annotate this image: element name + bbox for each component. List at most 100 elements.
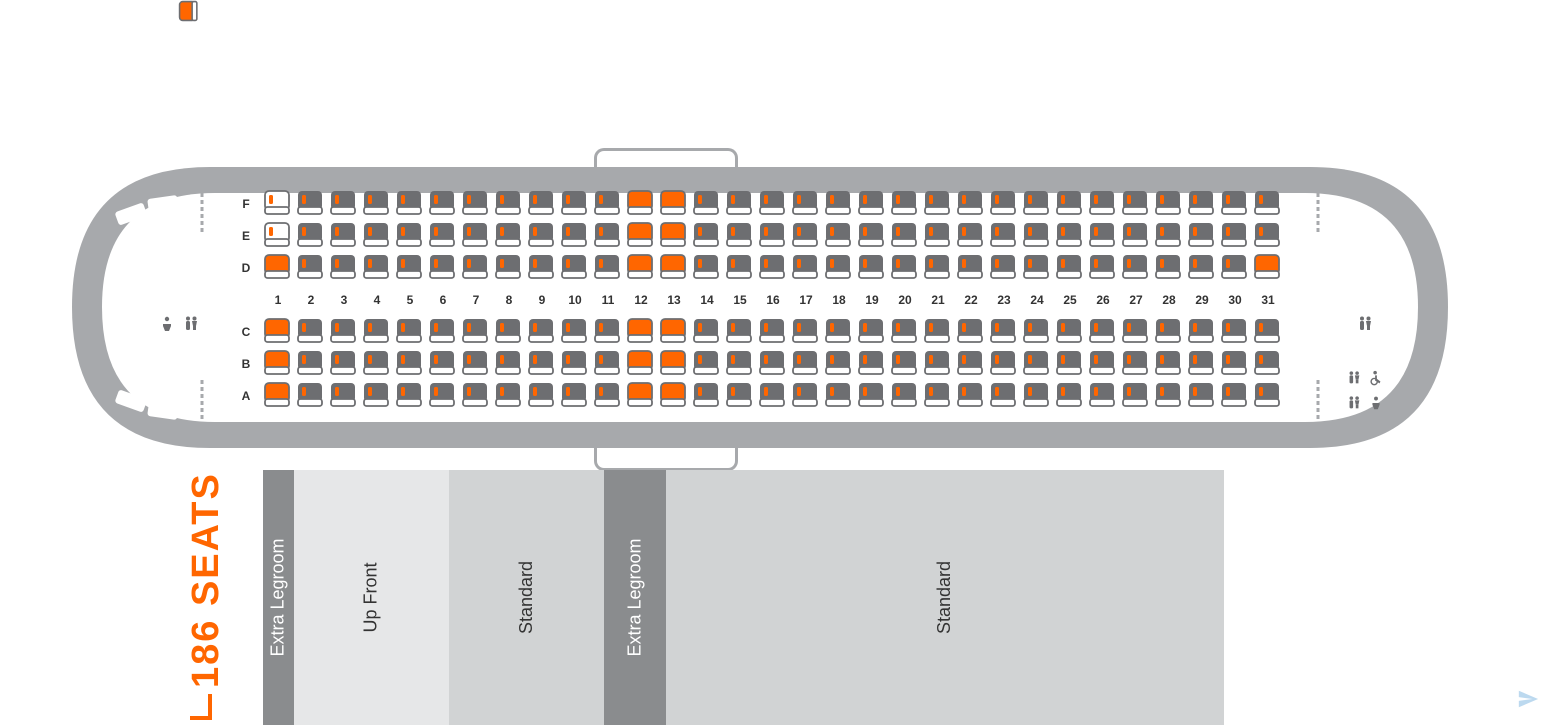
seat-2A[interactable] [296, 382, 324, 408]
seat-3F[interactable] [329, 190, 357, 216]
seat-1F[interactable] [263, 190, 291, 216]
seat-18C[interactable] [824, 318, 852, 344]
seat-5C[interactable] [395, 318, 423, 344]
seat-14E[interactable] [692, 222, 720, 248]
seat-3E[interactable] [329, 222, 357, 248]
seat-18D[interactable] [824, 254, 852, 280]
seat-14B[interactable] [692, 350, 720, 376]
seat-19F[interactable] [857, 190, 885, 216]
seat-30F[interactable] [1220, 190, 1248, 216]
seat-19A[interactable] [857, 382, 885, 408]
seat-28A[interactable] [1154, 382, 1182, 408]
seat-3C[interactable] [329, 318, 357, 344]
seat-2B[interactable] [296, 350, 324, 376]
seat-29C[interactable] [1187, 318, 1215, 344]
seat-22E[interactable] [956, 222, 984, 248]
seat-26E[interactable] [1088, 222, 1116, 248]
seat-2E[interactable] [296, 222, 324, 248]
seat-22B[interactable] [956, 350, 984, 376]
seat-10D[interactable] [560, 254, 588, 280]
seat-21F[interactable] [923, 190, 951, 216]
seat-30B[interactable] [1220, 350, 1248, 376]
seat-23D[interactable] [989, 254, 1017, 280]
seat-4A[interactable] [362, 382, 390, 408]
seat-18E[interactable] [824, 222, 852, 248]
seat-17A[interactable] [791, 382, 819, 408]
seat-29F[interactable] [1187, 190, 1215, 216]
seat-21C[interactable] [923, 318, 951, 344]
seat-26F[interactable] [1088, 190, 1116, 216]
seat-1A[interactable] [263, 382, 291, 408]
seat-31F[interactable] [1253, 190, 1281, 216]
seat-14A[interactable] [692, 382, 720, 408]
seat-6C[interactable] [428, 318, 456, 344]
seat-8A[interactable] [494, 382, 522, 408]
seat-20C[interactable] [890, 318, 918, 344]
seat-27C[interactable] [1121, 318, 1149, 344]
seat-25B[interactable] [1055, 350, 1083, 376]
seat-23E[interactable] [989, 222, 1017, 248]
seat-4D[interactable] [362, 254, 390, 280]
seat-30E[interactable] [1220, 222, 1248, 248]
seat-15F[interactable] [725, 190, 753, 216]
seat-26B[interactable] [1088, 350, 1116, 376]
seat-6E[interactable] [428, 222, 456, 248]
seat-23B[interactable] [989, 350, 1017, 376]
seat-6F[interactable] [428, 190, 456, 216]
seat-20D[interactable] [890, 254, 918, 280]
seat-27B[interactable] [1121, 350, 1149, 376]
seat-19D[interactable] [857, 254, 885, 280]
seat-23A[interactable] [989, 382, 1017, 408]
seat-15B[interactable] [725, 350, 753, 376]
seat-16B[interactable] [758, 350, 786, 376]
seat-25D[interactable] [1055, 254, 1083, 280]
seat-1D[interactable] [263, 254, 291, 280]
seat-10E[interactable] [560, 222, 588, 248]
seat-31D[interactable] [1253, 254, 1281, 280]
seat-5F[interactable] [395, 190, 423, 216]
seat-17B[interactable] [791, 350, 819, 376]
seat-27E[interactable] [1121, 222, 1149, 248]
seat-27D[interactable] [1121, 254, 1149, 280]
seat-28F[interactable] [1154, 190, 1182, 216]
seat-13F[interactable] [659, 190, 687, 216]
seat-17C[interactable] [791, 318, 819, 344]
seat-8C[interactable] [494, 318, 522, 344]
seat-6D[interactable] [428, 254, 456, 280]
seat-31C[interactable] [1253, 318, 1281, 344]
seat-3A[interactable] [329, 382, 357, 408]
seat-31B[interactable] [1253, 350, 1281, 376]
seat-21E[interactable] [923, 222, 951, 248]
seat-20B[interactable] [890, 350, 918, 376]
seat-7D[interactable] [461, 254, 489, 280]
seat-6A[interactable] [428, 382, 456, 408]
seat-1E[interactable] [263, 222, 291, 248]
seat-13A[interactable] [659, 382, 687, 408]
seat-1C[interactable] [263, 318, 291, 344]
seat-2C[interactable] [296, 318, 324, 344]
seat-11B[interactable] [593, 350, 621, 376]
seat-7C[interactable] [461, 318, 489, 344]
seat-4C[interactable] [362, 318, 390, 344]
seat-15C[interactable] [725, 318, 753, 344]
seat-5A[interactable] [395, 382, 423, 408]
seat-28B[interactable] [1154, 350, 1182, 376]
seat-10C[interactable] [560, 318, 588, 344]
seat-9D[interactable] [527, 254, 555, 280]
seat-24D[interactable] [1022, 254, 1050, 280]
seat-14D[interactable] [692, 254, 720, 280]
seat-15E[interactable] [725, 222, 753, 248]
seat-5D[interactable] [395, 254, 423, 280]
seat-25F[interactable] [1055, 190, 1083, 216]
seat-17F[interactable] [791, 190, 819, 216]
seat-22A[interactable] [956, 382, 984, 408]
seat-2D[interactable] [296, 254, 324, 280]
seat-29D[interactable] [1187, 254, 1215, 280]
seat-22C[interactable] [956, 318, 984, 344]
seat-14C[interactable] [692, 318, 720, 344]
seat-10F[interactable] [560, 190, 588, 216]
seat-11E[interactable] [593, 222, 621, 248]
seat-12C[interactable] [626, 318, 654, 344]
seat-16D[interactable] [758, 254, 786, 280]
seat-31A[interactable] [1253, 382, 1281, 408]
